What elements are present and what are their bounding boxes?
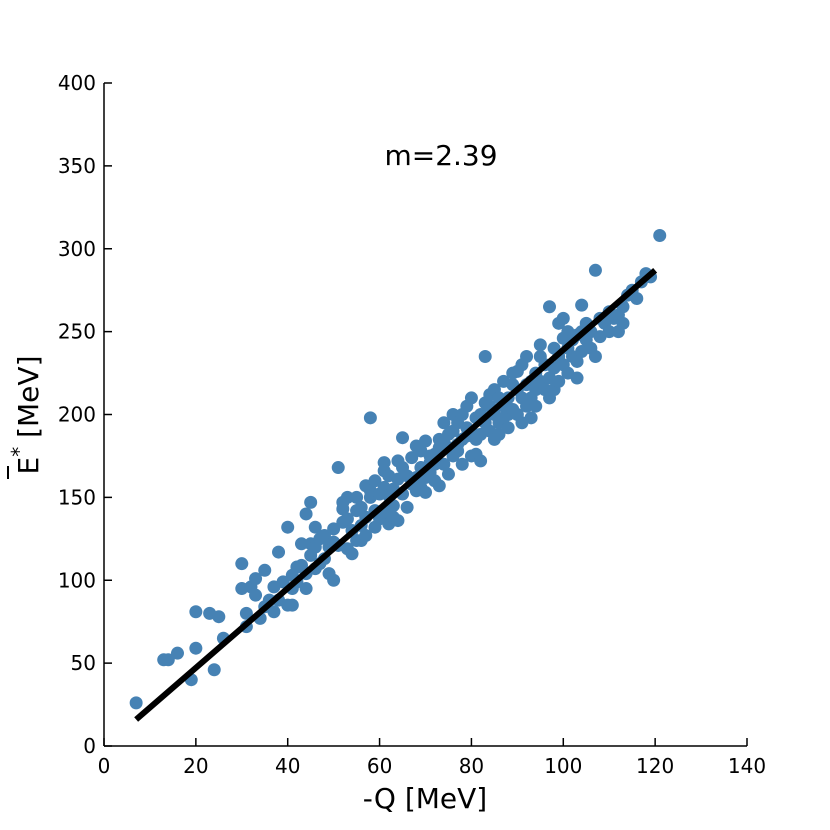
y-tick-label: 350: [58, 154, 96, 178]
x-tick-label: 0: [98, 754, 111, 778]
x-tick-label: 20: [183, 754, 208, 778]
data-point: [588, 349, 602, 363]
data-point: [189, 641, 203, 655]
data-point: [419, 485, 432, 499]
data-point: [478, 349, 492, 363]
data-point: [350, 490, 364, 504]
x-tick-label: 140: [728, 754, 766, 778]
data-point: [368, 474, 382, 488]
data-point: [340, 490, 354, 504]
data-point: [543, 300, 557, 314]
y-tick-label: 400: [58, 71, 96, 95]
data-point: [276, 575, 290, 589]
x-tick-label: 60: [367, 754, 392, 778]
data-point: [354, 500, 368, 514]
data-point: [552, 374, 566, 388]
data-point: [267, 605, 281, 619]
data-point: [258, 563, 272, 577]
x-tick-label: 40: [275, 754, 300, 778]
data-point: [129, 696, 143, 710]
data-point: [474, 454, 488, 468]
data-point: [212, 610, 226, 624]
data-point: [189, 605, 203, 619]
data-point: [570, 354, 584, 368]
data-point: [327, 522, 341, 536]
data-point: [391, 514, 405, 528]
y-tick-label: 0: [83, 734, 96, 758]
x-axis-label: -Q [MeV]: [363, 782, 487, 815]
data-point: [653, 228, 667, 242]
data-point: [520, 349, 534, 363]
data-point: [556, 311, 570, 325]
data-point: [419, 434, 432, 448]
y-tick-label: 300: [58, 237, 96, 261]
y-axis-label: E* [MeV]: [7, 356, 45, 475]
data-point: [331, 461, 345, 475]
data-point: [363, 411, 377, 425]
data-point: [235, 557, 249, 571]
data-point: [455, 457, 469, 471]
data-point: [249, 572, 263, 586]
data-point: [272, 545, 286, 559]
data-points: [129, 228, 667, 710]
x-tick-label: 100: [544, 754, 582, 778]
data-point: [529, 399, 543, 413]
data-point: [432, 479, 446, 493]
data-point: [161, 653, 175, 667]
y-axis-label-base: E: [12, 457, 45, 475]
data-point: [533, 338, 547, 352]
data-point: [304, 495, 318, 509]
y-axis-label-unit: [MeV]: [12, 356, 45, 447]
data-point: [396, 431, 410, 445]
data-point: [299, 582, 313, 596]
data-point: [492, 427, 506, 441]
data-point: [575, 298, 589, 312]
data-point: [249, 588, 263, 602]
data-point: [239, 606, 253, 620]
data-point: [630, 291, 644, 305]
data-point: [299, 507, 313, 521]
data-point: [437, 457, 451, 471]
data-point: [405, 451, 419, 465]
data-point: [400, 500, 414, 514]
data-point: [464, 391, 478, 405]
y-tick-label: 50: [71, 651, 96, 675]
data-point: [501, 421, 515, 435]
y-tick-label: 100: [58, 568, 96, 592]
x-tick-label: 120: [636, 754, 674, 778]
data-point: [327, 573, 341, 587]
y-ticks: 0 50 100 150 200 250 300 350 400: [58, 71, 112, 758]
data-point: [294, 537, 308, 551]
data-point: [588, 263, 602, 277]
data-point: [524, 411, 538, 425]
data-point: [616, 316, 630, 330]
data-point: [317, 528, 331, 542]
data-point: [340, 512, 354, 526]
data-point: [308, 520, 322, 534]
data-point: [285, 598, 299, 612]
y-tick-label: 150: [58, 485, 96, 509]
data-point: [602, 325, 616, 339]
x-ticks: 0 20 40 60 80 100 120 140: [98, 738, 766, 778]
data-point: [437, 416, 451, 430]
fit-line: [134, 268, 658, 722]
y-tick-label: 200: [58, 403, 96, 427]
slope-annotation: m=2.39: [384, 139, 497, 172]
data-point: [345, 547, 359, 561]
y-axis-label-sup: *: [7, 447, 31, 457]
y-tick-label: 250: [58, 320, 96, 344]
data-point: [570, 371, 584, 385]
data-point: [170, 646, 184, 660]
data-point: [441, 467, 455, 481]
data-point: [359, 528, 373, 542]
data-point: [281, 520, 295, 534]
x-tick-label: 80: [459, 754, 484, 778]
data-point: [207, 663, 221, 677]
